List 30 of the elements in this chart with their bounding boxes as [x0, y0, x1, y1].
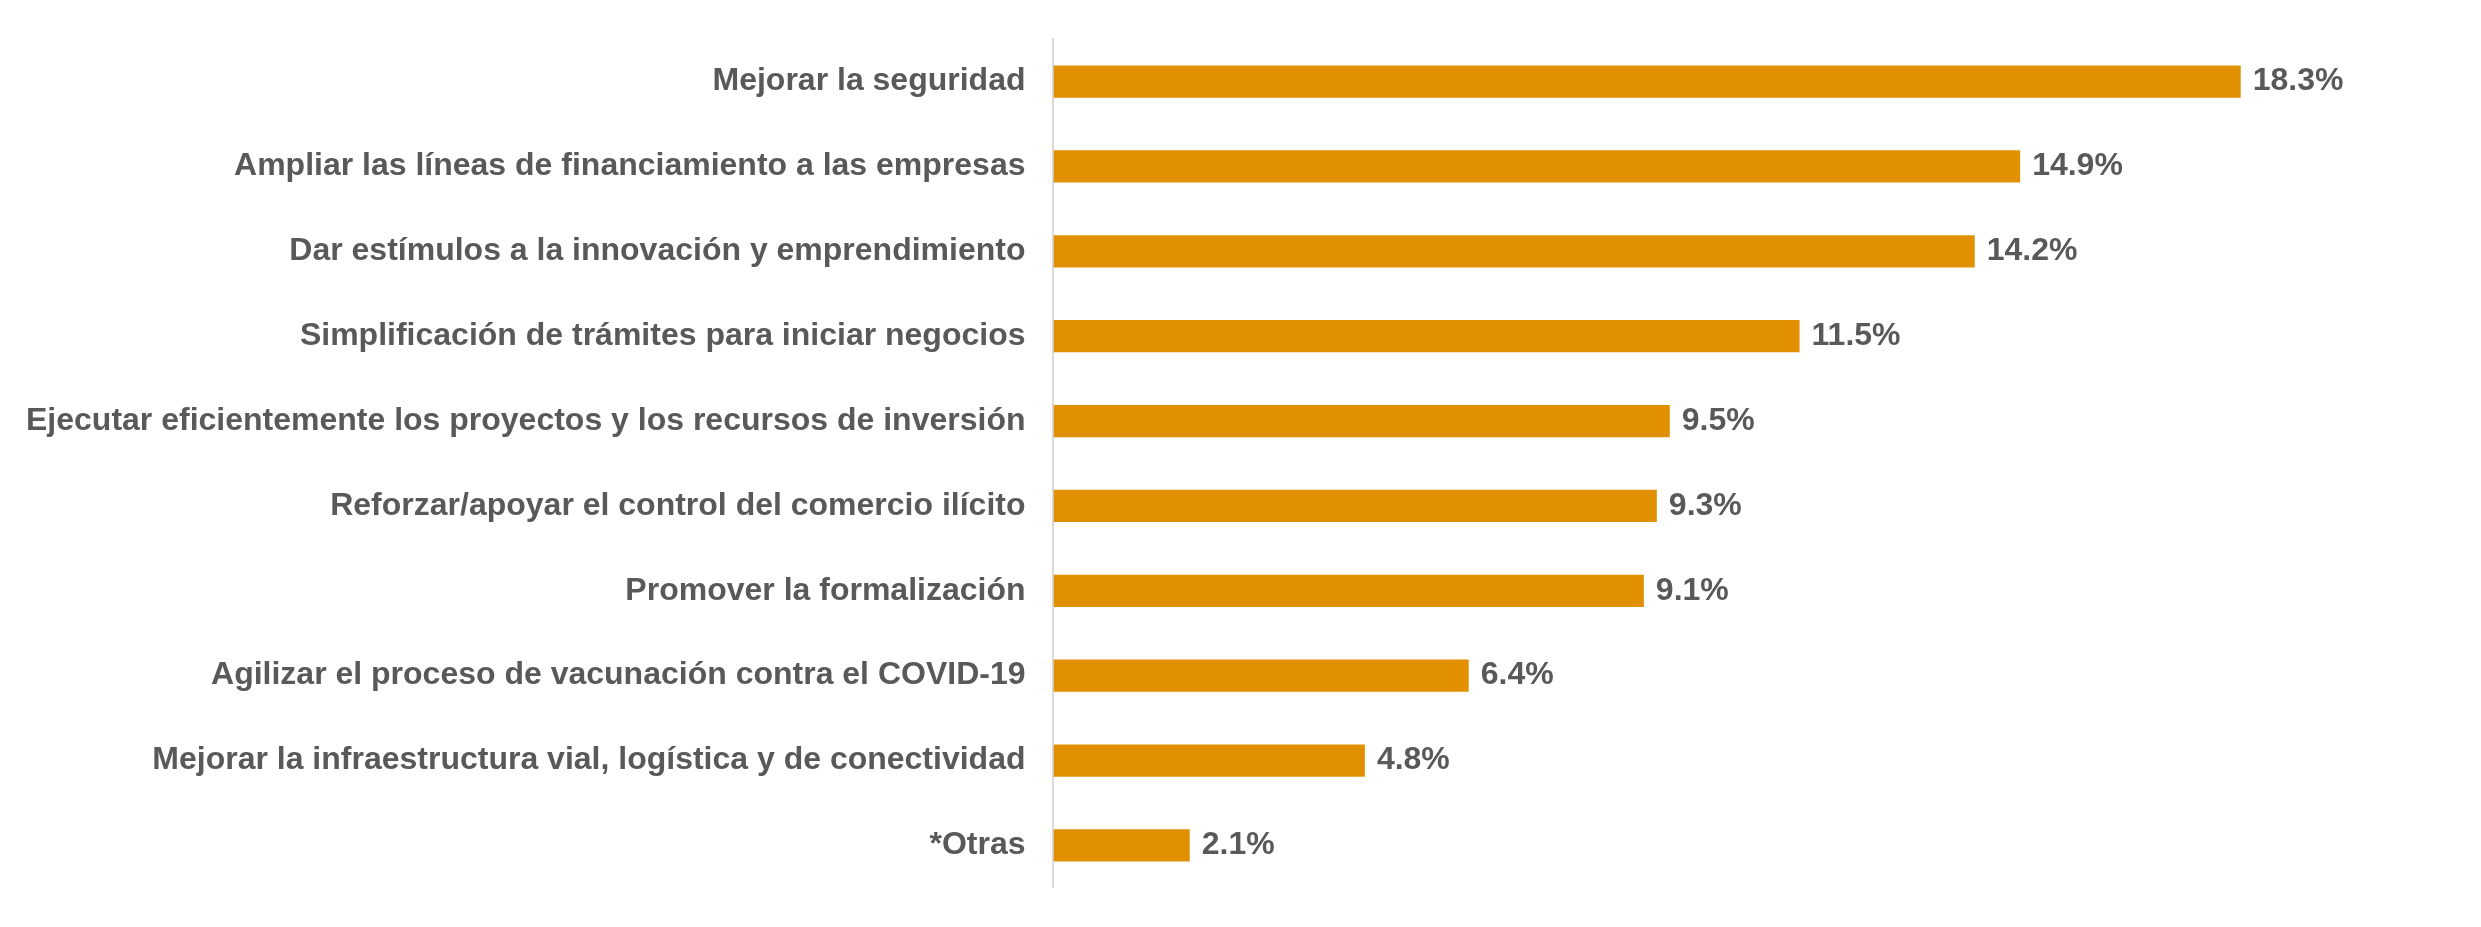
y-tick-label: Reforzar/apoyar el control del comercio ilícito	[330, 485, 1026, 522]
y-tick-label: *Otras	[929, 825, 1026, 862]
y-tick-label: Dar estímulos a la innovación y emprendimiento	[289, 231, 1026, 268]
bar	[1053, 829, 1190, 862]
bar	[1053, 489, 1657, 523]
data-label: 9.1%	[1655, 570, 1729, 607]
y-tick-label: Promover la formalización	[625, 570, 1026, 607]
y-tick-label: Ampliar las líneas de financiamiento a las empresas	[234, 146, 1026, 183]
y-tick-label: Mejorar la seguridad	[712, 61, 1026, 98]
bar	[1053, 235, 1975, 268]
data-label: 6.4%	[1480, 655, 1554, 692]
bar	[1053, 320, 1800, 353]
data-label: 9.5%	[1681, 400, 1755, 437]
y-tick-label: Agilizar el proceso de vacunación contra el COVID-19	[211, 655, 1026, 692]
y-tick-label: Ejecutar eficientemente los proyectos y los recursos de inversión	[26, 400, 1026, 437]
data-label: 14.9%	[2032, 146, 2123, 183]
bar	[1053, 404, 1670, 438]
data-label: 11.5%	[1811, 316, 1901, 353]
bar	[1053, 574, 1644, 607]
y-tick-label: Mejorar la infraestructura vial, logística y de conectividad	[152, 740, 1026, 777]
data-label: 4.8%	[1376, 740, 1450, 777]
bar	[1053, 150, 2021, 183]
bar	[1053, 744, 1365, 777]
data-label: 18.3%	[2252, 61, 2344, 98]
bar	[1053, 659, 1469, 692]
bar	[1053, 65, 2241, 98]
y-tick-label: Simplificación de trámites para iniciar negocios	[299, 316, 1026, 353]
data-label: 9.3%	[1668, 485, 1742, 522]
data-label: 14.2%	[1986, 231, 2078, 268]
data-label: 2.1%	[1201, 825, 1275, 862]
